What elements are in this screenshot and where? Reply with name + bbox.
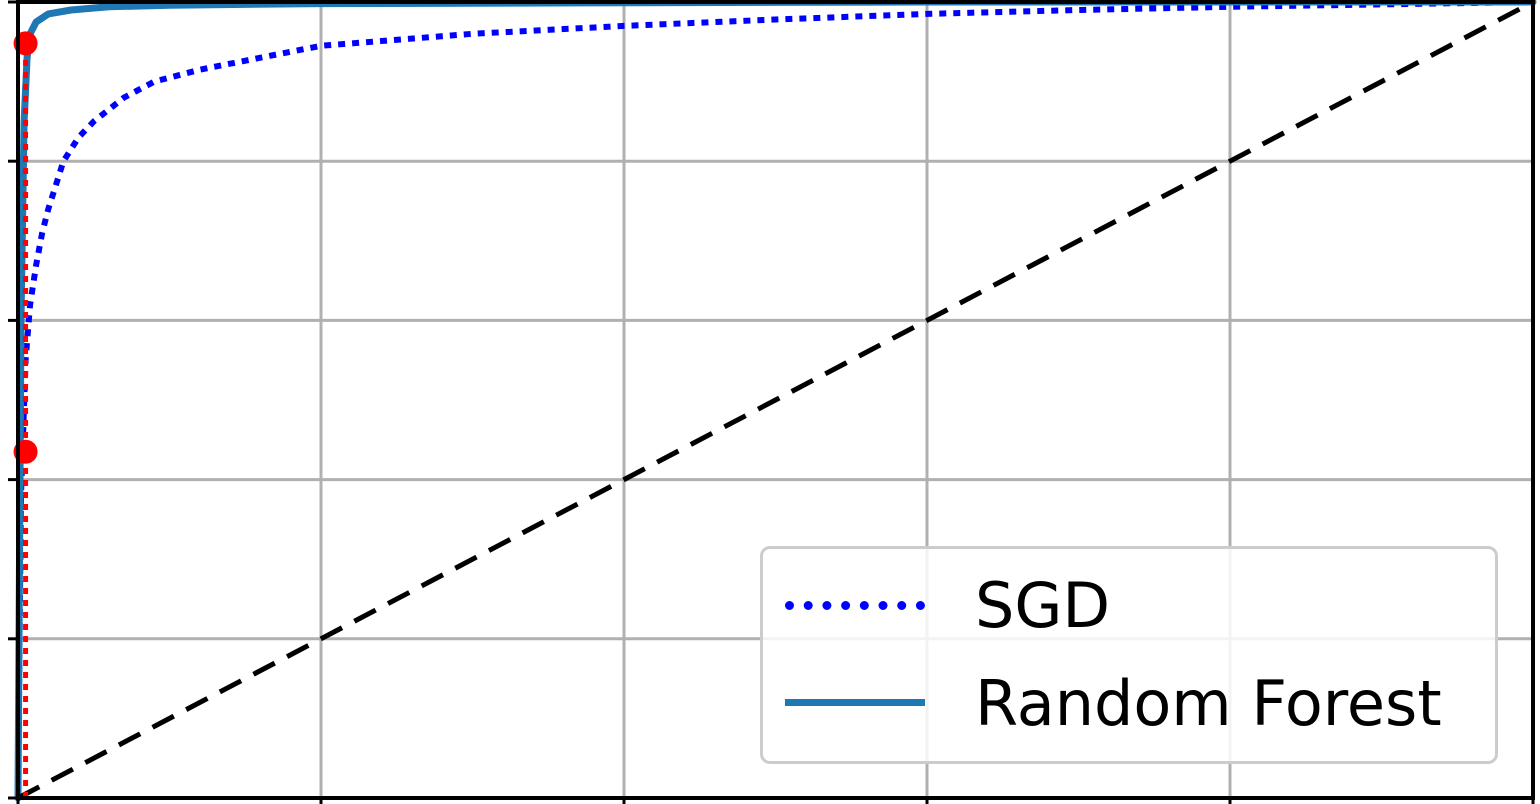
sgd-curve [15,0,1534,799]
legend: SGD Random Forest [760,546,1498,764]
legend-label-random-forest: Random Forest [975,667,1442,740]
legend-label-sgd: SGD [975,569,1111,642]
plot-frame [16,0,1535,800]
random-guess-diagonal [16,0,1535,801]
legend-swatch-random-forest [785,699,925,706]
axes-frame [8,0,1535,804]
legend-entry-random-forest: Random Forest [763,655,1495,755]
legend-entry-sgd: SGD [763,557,1495,657]
legend-swatch-sgd [785,601,925,610]
